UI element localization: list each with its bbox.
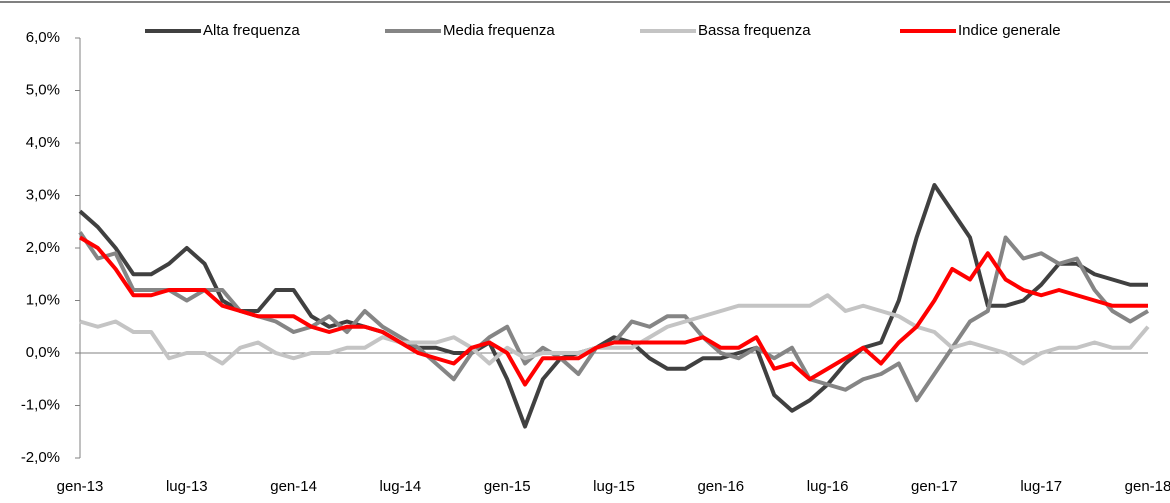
series-line — [78, 231, 1150, 403]
x-tick-label: gen-16 — [697, 478, 744, 495]
x-tick-label: lug-15 — [593, 478, 635, 495]
x-tick-label: lug-14 — [380, 478, 422, 495]
x-tick-label: gen-13 — [57, 478, 104, 495]
y-tick-label: -1,0% — [21, 396, 60, 413]
x-tick-label: lug-17 — [1020, 478, 1062, 495]
x-tick-label: gen-17 — [911, 478, 958, 495]
y-tick-label: 3,0% — [26, 186, 60, 203]
x-tick-label: lug-13 — [166, 478, 208, 495]
y-tick-label: 1,0% — [26, 291, 60, 308]
y-tick-label: 6,0% — [26, 29, 60, 46]
legend-label: Alta frequenza — [203, 22, 300, 39]
y-tick-label: 4,0% — [26, 134, 60, 151]
series-line — [79, 293, 1150, 366]
x-tick-label: gen-14 — [270, 478, 317, 495]
legend-label: Media frequenza — [443, 22, 555, 39]
x-tick-label: gen-15 — [484, 478, 531, 495]
y-tick-label: 0,0% — [26, 344, 60, 361]
x-tick-label: lug-16 — [807, 478, 849, 495]
legend-label: Bassa frequenza — [698, 22, 811, 39]
x-tick-label: gen-18 — [1125, 478, 1170, 495]
series-line — [78, 235, 1148, 387]
y-tick-label: -2,0% — [21, 449, 60, 466]
y-tick-label: 2,0% — [26, 239, 60, 256]
legend-label: Indice generale — [958, 22, 1061, 39]
series-line — [78, 183, 1148, 429]
y-tick-label: 5,0% — [26, 81, 60, 98]
